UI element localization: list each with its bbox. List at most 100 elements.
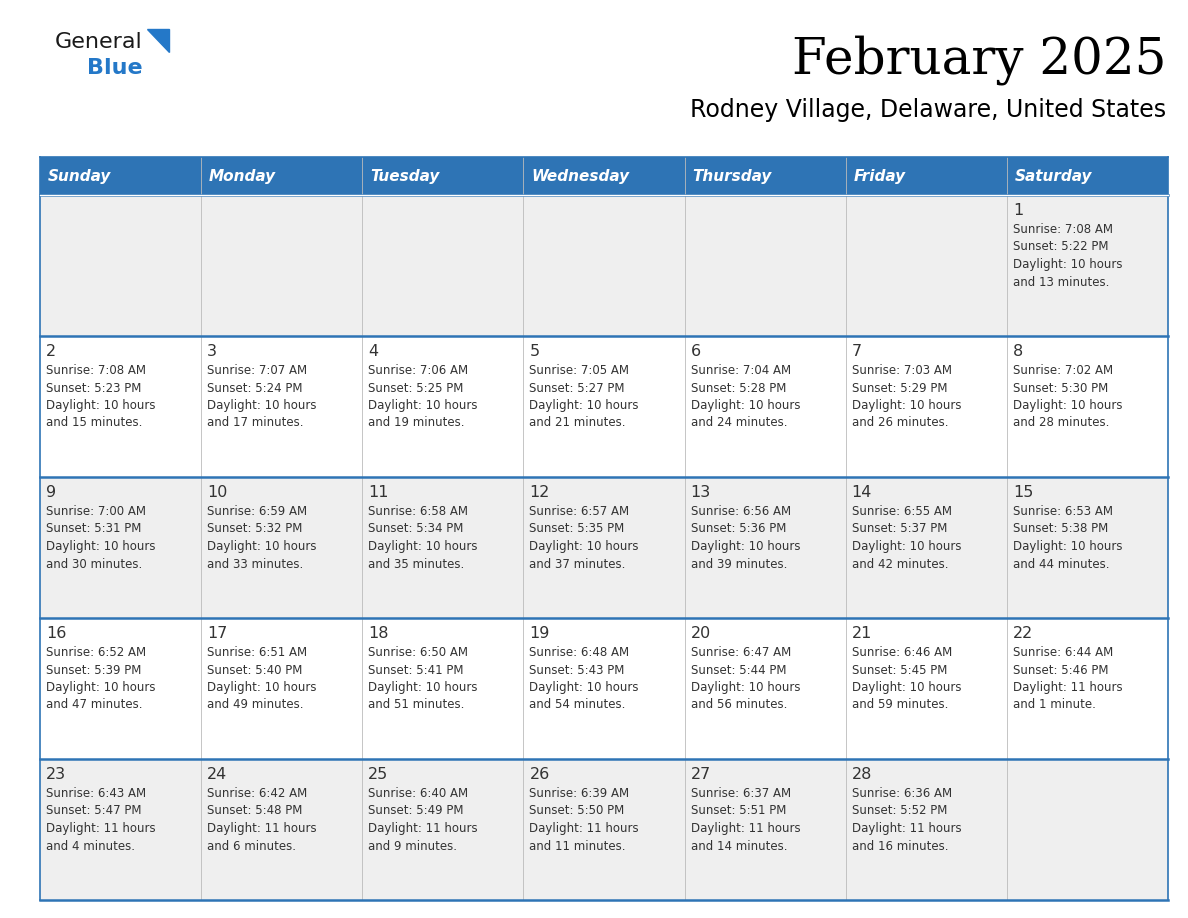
Bar — [1007, 759, 1168, 900]
Text: Sunrise: 6:55 AM
Sunset: 5:37 PM
Daylight: 10 hours
and 42 minutes.: Sunrise: 6:55 AM Sunset: 5:37 PM Dayligh… — [852, 505, 961, 570]
Bar — [846, 477, 1007, 618]
Text: 24: 24 — [207, 767, 227, 782]
Text: 3: 3 — [207, 344, 217, 359]
Text: Friday: Friday — [854, 169, 905, 184]
Bar — [684, 195, 846, 336]
Bar — [40, 336, 201, 477]
Bar — [362, 477, 524, 618]
Bar — [1007, 618, 1168, 759]
Text: 20: 20 — [690, 626, 710, 641]
Text: Sunrise: 6:36 AM
Sunset: 5:52 PM
Daylight: 11 hours
and 16 minutes.: Sunrise: 6:36 AM Sunset: 5:52 PM Dayligh… — [852, 787, 961, 853]
Text: 27: 27 — [690, 767, 710, 782]
Text: Sunrise: 6:39 AM
Sunset: 5:50 PM
Daylight: 11 hours
and 11 minutes.: Sunrise: 6:39 AM Sunset: 5:50 PM Dayligh… — [530, 787, 639, 853]
Text: Sunrise: 7:08 AM
Sunset: 5:22 PM
Daylight: 10 hours
and 13 minutes.: Sunrise: 7:08 AM Sunset: 5:22 PM Dayligh… — [1013, 223, 1123, 288]
Text: Sunrise: 6:52 AM
Sunset: 5:39 PM
Daylight: 10 hours
and 47 minutes.: Sunrise: 6:52 AM Sunset: 5:39 PM Dayligh… — [46, 646, 156, 711]
Text: 28: 28 — [852, 767, 872, 782]
Text: 17: 17 — [207, 626, 228, 641]
Text: Sunrise: 7:03 AM
Sunset: 5:29 PM
Daylight: 10 hours
and 26 minutes.: Sunrise: 7:03 AM Sunset: 5:29 PM Dayligh… — [852, 364, 961, 430]
Text: 9: 9 — [46, 485, 56, 500]
Bar — [846, 336, 1007, 477]
Bar — [201, 477, 362, 618]
Text: Sunday: Sunday — [48, 169, 112, 184]
Text: 13: 13 — [690, 485, 710, 500]
Bar — [201, 195, 362, 336]
Bar — [362, 157, 524, 195]
Text: Sunrise: 6:46 AM
Sunset: 5:45 PM
Daylight: 10 hours
and 59 minutes.: Sunrise: 6:46 AM Sunset: 5:45 PM Dayligh… — [852, 646, 961, 711]
Text: 26: 26 — [530, 767, 550, 782]
Text: 8: 8 — [1013, 344, 1023, 359]
Bar — [362, 759, 524, 900]
Text: Sunrise: 6:59 AM
Sunset: 5:32 PM
Daylight: 10 hours
and 33 minutes.: Sunrise: 6:59 AM Sunset: 5:32 PM Dayligh… — [207, 505, 317, 570]
Bar — [524, 336, 684, 477]
Text: Sunrise: 6:37 AM
Sunset: 5:51 PM
Daylight: 11 hours
and 14 minutes.: Sunrise: 6:37 AM Sunset: 5:51 PM Dayligh… — [690, 787, 801, 853]
Text: Sunrise: 6:58 AM
Sunset: 5:34 PM
Daylight: 10 hours
and 35 minutes.: Sunrise: 6:58 AM Sunset: 5:34 PM Dayligh… — [368, 505, 478, 570]
Text: 11: 11 — [368, 485, 388, 500]
Bar — [846, 618, 1007, 759]
Bar — [201, 618, 362, 759]
Text: Blue: Blue — [87, 58, 143, 78]
Bar — [524, 195, 684, 336]
Text: 1: 1 — [1013, 203, 1023, 218]
Bar — [40, 618, 201, 759]
Bar — [846, 759, 1007, 900]
Text: 5: 5 — [530, 344, 539, 359]
Bar — [201, 336, 362, 477]
Bar — [524, 618, 684, 759]
Text: Wednesday: Wednesday — [531, 169, 630, 184]
Text: General: General — [55, 32, 143, 52]
Text: Rodney Village, Delaware, United States: Rodney Village, Delaware, United States — [690, 98, 1165, 122]
Text: Sunrise: 6:57 AM
Sunset: 5:35 PM
Daylight: 10 hours
and 37 minutes.: Sunrise: 6:57 AM Sunset: 5:35 PM Dayligh… — [530, 505, 639, 570]
Text: Sunrise: 7:06 AM
Sunset: 5:25 PM
Daylight: 10 hours
and 19 minutes.: Sunrise: 7:06 AM Sunset: 5:25 PM Dayligh… — [368, 364, 478, 430]
Bar — [846, 195, 1007, 336]
Polygon shape — [147, 29, 169, 52]
Text: 23: 23 — [46, 767, 67, 782]
Text: Sunrise: 7:08 AM
Sunset: 5:23 PM
Daylight: 10 hours
and 15 minutes.: Sunrise: 7:08 AM Sunset: 5:23 PM Dayligh… — [46, 364, 156, 430]
Bar — [1007, 157, 1168, 195]
Text: Sunrise: 7:02 AM
Sunset: 5:30 PM
Daylight: 10 hours
and 28 minutes.: Sunrise: 7:02 AM Sunset: 5:30 PM Dayligh… — [1013, 364, 1123, 430]
Text: Sunrise: 6:51 AM
Sunset: 5:40 PM
Daylight: 10 hours
and 49 minutes.: Sunrise: 6:51 AM Sunset: 5:40 PM Dayligh… — [207, 646, 317, 711]
Text: 7: 7 — [852, 344, 861, 359]
Text: Saturday: Saturday — [1015, 169, 1092, 184]
Text: Sunrise: 6:53 AM
Sunset: 5:38 PM
Daylight: 10 hours
and 44 minutes.: Sunrise: 6:53 AM Sunset: 5:38 PM Dayligh… — [1013, 505, 1123, 570]
Text: 6: 6 — [690, 344, 701, 359]
Text: 21: 21 — [852, 626, 872, 641]
Text: Sunrise: 6:48 AM
Sunset: 5:43 PM
Daylight: 10 hours
and 54 minutes.: Sunrise: 6:48 AM Sunset: 5:43 PM Dayligh… — [530, 646, 639, 711]
Text: 22: 22 — [1013, 626, 1034, 641]
Text: February 2025: February 2025 — [791, 35, 1165, 85]
Bar — [362, 195, 524, 336]
Text: 10: 10 — [207, 485, 228, 500]
Text: 16: 16 — [46, 626, 67, 641]
Bar — [40, 157, 201, 195]
Bar — [524, 157, 684, 195]
Bar — [684, 336, 846, 477]
Text: 4: 4 — [368, 344, 379, 359]
Bar — [524, 759, 684, 900]
Bar — [684, 759, 846, 900]
Text: 2: 2 — [46, 344, 56, 359]
Text: Monday: Monday — [209, 169, 277, 184]
Bar — [362, 336, 524, 477]
Bar — [40, 759, 201, 900]
Bar — [40, 195, 201, 336]
Text: Sunrise: 7:07 AM
Sunset: 5:24 PM
Daylight: 10 hours
and 17 minutes.: Sunrise: 7:07 AM Sunset: 5:24 PM Dayligh… — [207, 364, 317, 430]
Text: Sunrise: 7:00 AM
Sunset: 5:31 PM
Daylight: 10 hours
and 30 minutes.: Sunrise: 7:00 AM Sunset: 5:31 PM Dayligh… — [46, 505, 156, 570]
Text: Sunrise: 6:44 AM
Sunset: 5:46 PM
Daylight: 11 hours
and 1 minute.: Sunrise: 6:44 AM Sunset: 5:46 PM Dayligh… — [1013, 646, 1123, 711]
Bar — [201, 157, 362, 195]
Bar — [1007, 477, 1168, 618]
Text: Tuesday: Tuesday — [371, 169, 440, 184]
Text: 12: 12 — [530, 485, 550, 500]
Text: 25: 25 — [368, 767, 388, 782]
Text: 14: 14 — [852, 485, 872, 500]
Bar — [362, 618, 524, 759]
Bar — [40, 477, 201, 618]
Bar — [201, 759, 362, 900]
Bar — [1007, 336, 1168, 477]
Text: Sunrise: 6:47 AM
Sunset: 5:44 PM
Daylight: 10 hours
and 56 minutes.: Sunrise: 6:47 AM Sunset: 5:44 PM Dayligh… — [690, 646, 800, 711]
Bar — [684, 157, 846, 195]
Text: Sunrise: 6:50 AM
Sunset: 5:41 PM
Daylight: 10 hours
and 51 minutes.: Sunrise: 6:50 AM Sunset: 5:41 PM Dayligh… — [368, 646, 478, 711]
Bar — [846, 157, 1007, 195]
Text: Thursday: Thursday — [693, 169, 772, 184]
Bar — [524, 477, 684, 618]
Text: Sunrise: 6:56 AM
Sunset: 5:36 PM
Daylight: 10 hours
and 39 minutes.: Sunrise: 6:56 AM Sunset: 5:36 PM Dayligh… — [690, 505, 800, 570]
Text: Sunrise: 7:04 AM
Sunset: 5:28 PM
Daylight: 10 hours
and 24 minutes.: Sunrise: 7:04 AM Sunset: 5:28 PM Dayligh… — [690, 364, 800, 430]
